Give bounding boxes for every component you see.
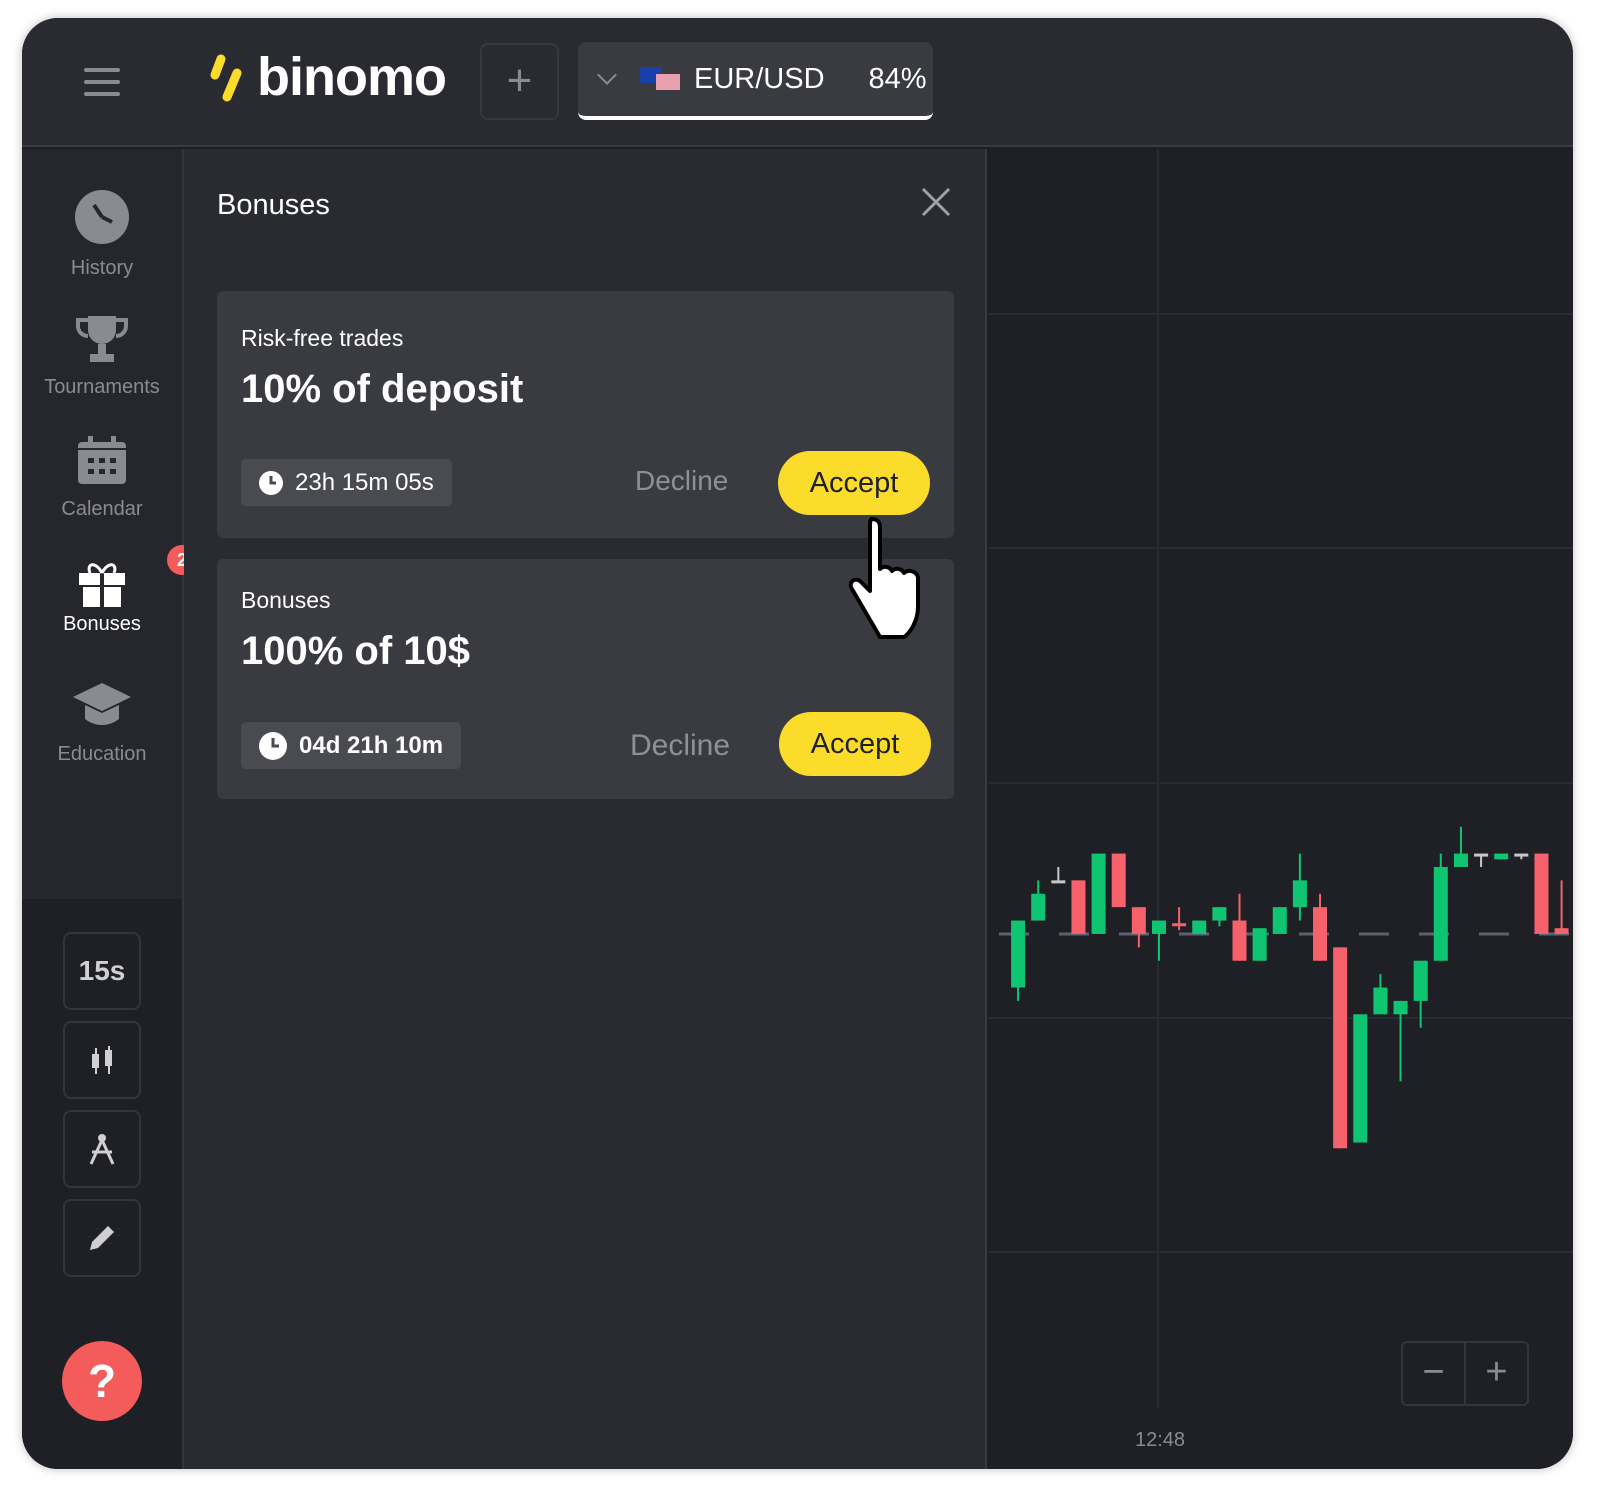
close-icon[interactable] <box>919 185 953 219</box>
price-chart[interactable]: 12:48 − + <box>989 149 1573 1469</box>
indicators-button[interactable] <box>63 1110 141 1188</box>
candlestick-chart[interactable] <box>989 149 1573 1469</box>
sidebar-item-bonuses[interactable]: 2 Bonuses <box>22 545 197 636</box>
candle-body <box>1453 853 1468 867</box>
sidebar-item-education[interactable]: Education <box>22 681 182 766</box>
timer-value: 23h 15m 05s <box>295 468 434 496</box>
graduation-cap-icon <box>73 683 131 725</box>
bonuses-panel: Bonuses Risk-free trades 10% of deposit … <box>184 149 987 1469</box>
candle-body <box>1333 947 1348 1149</box>
zoom-out-button[interactable]: − <box>1401 1341 1466 1406</box>
sidebar-item-label: Tournaments <box>44 376 160 398</box>
help-button[interactable]: ? <box>62 1341 142 1421</box>
logo-mark-icon <box>210 54 242 102</box>
sidebar-item-history[interactable]: History <box>22 189 182 280</box>
accept-button[interactable]: Accept <box>779 712 931 776</box>
zoom-in-button[interactable]: + <box>1464 1341 1529 1406</box>
candle-body <box>1212 907 1227 921</box>
clock-icon <box>259 731 287 760</box>
pencil-icon <box>90 1226 114 1250</box>
candle-body <box>1272 907 1287 934</box>
candle-body <box>1554 928 1569 934</box>
candle-body <box>1413 960 1428 1001</box>
sidebar-item-calendar[interactable]: Calendar <box>22 436 182 521</box>
time-axis-label: 12:48 <box>1135 1429 1186 1451</box>
pointer-cursor-icon <box>848 517 920 639</box>
chevron-down-icon <box>597 65 617 85</box>
candle-body <box>1292 880 1307 908</box>
hamburger-icon[interactable] <box>84 60 120 104</box>
asset-name: EUR/USD <box>694 62 825 95</box>
candle-body <box>1071 880 1086 934</box>
candle-body <box>1433 866 1448 961</box>
bonus-amount: 100% of 10$ <box>241 629 471 673</box>
candle-body <box>1393 1000 1408 1015</box>
candle-body <box>1131 907 1146 934</box>
candle-body <box>1514 853 1529 857</box>
bonus-type: Risk-free trades <box>241 325 404 351</box>
asset-selector[interactable]: EUR/USD 84% <box>578 42 933 120</box>
sidebar-item-label: Bonuses <box>63 613 141 635</box>
sidebar-item-label: History <box>70 257 134 279</box>
timeframe-button[interactable]: 15s <box>63 932 141 1010</box>
candlestick-icon <box>92 1046 112 1074</box>
calendar-icon <box>78 436 126 484</box>
payout-percent: 84% <box>868 62 927 95</box>
compass-icon <box>89 1134 115 1165</box>
clock-icon <box>75 190 129 244</box>
candle-body <box>1091 853 1106 934</box>
bonus-type: Bonuses <box>241 587 331 613</box>
timer-value: 04d 21h 10m <box>299 731 444 759</box>
trophy-icon <box>76 316 128 362</box>
bonus-card: Bonuses 100% of 10$ 04d 21h 10m Decline … <box>217 559 954 799</box>
candle-body <box>1011 920 1026 988</box>
sidebar: History Tournaments Calendar 2 Bonuses E… <box>22 149 197 1469</box>
candle-body <box>1474 853 1489 857</box>
accept-button[interactable]: Accept <box>778 451 930 515</box>
chart-type-button[interactable] <box>63 1021 141 1099</box>
bonus-card: Risk-free trades 10% of deposit 23h 15m … <box>217 291 954 538</box>
sidebar-item-label: Education <box>57 743 147 765</box>
bonus-amount: 10% of deposit <box>241 367 524 411</box>
candle-body <box>1252 928 1267 961</box>
decline-button[interactable]: Decline <box>635 465 729 496</box>
candle-body <box>1192 920 1207 934</box>
sidebar-item-tournaments[interactable]: Tournaments <box>22 314 182 399</box>
logo[interactable]: binomo <box>207 46 447 108</box>
clock-icon <box>259 470 283 495</box>
candle-body <box>1031 893 1046 921</box>
top-bar: binomo + EUR/USD 84% <box>22 18 1573 147</box>
candle-body <box>1373 987 1388 1015</box>
panel-title: Bonuses <box>217 189 330 221</box>
candle-body <box>1313 907 1328 961</box>
sidebar-item-label: Calendar <box>61 498 143 520</box>
drawing-tools-button[interactable] <box>63 1199 141 1277</box>
decline-button[interactable]: Decline <box>630 729 731 762</box>
candle-body <box>1051 880 1066 884</box>
candle-body <box>1353 1014 1368 1143</box>
gift-icon <box>79 563 125 607</box>
app-window: binomo + EUR/USD 84% History Tournaments… <box>22 18 1573 1469</box>
candle-body <box>1494 853 1509 860</box>
candle-body <box>1232 920 1247 961</box>
candle-body <box>1111 853 1126 908</box>
add-asset-button[interactable]: + <box>480 43 559 120</box>
candle-body <box>1172 923 1187 927</box>
bonus-timer: 04d 21h 10m <box>241 722 462 769</box>
flag-icon <box>640 67 682 91</box>
candle-body <box>1151 920 1166 934</box>
bonus-timer: 23h 15m 05s <box>241 459 452 506</box>
brand-name: binomo <box>257 47 447 107</box>
candle-body <box>1534 853 1549 934</box>
